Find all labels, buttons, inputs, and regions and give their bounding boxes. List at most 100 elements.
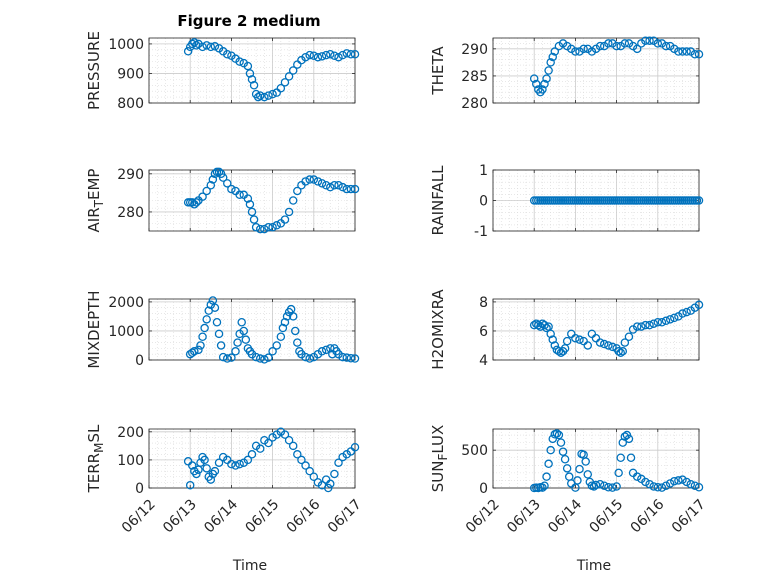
data-point xyxy=(529,74,539,83)
y-tick-label: -1 xyxy=(474,224,488,240)
data-point xyxy=(614,468,623,478)
data-point xyxy=(608,483,617,492)
data-point xyxy=(342,184,352,194)
data-point xyxy=(595,41,605,51)
data-point xyxy=(620,39,630,48)
data-point xyxy=(188,39,197,49)
data-point xyxy=(595,479,605,489)
data-point xyxy=(235,190,244,200)
data-point xyxy=(599,481,609,490)
data-point xyxy=(249,215,259,224)
data-point xyxy=(214,458,224,467)
x-axis-label-left: Time xyxy=(232,558,268,574)
x-tick-label: 06/15 xyxy=(587,496,627,536)
data-point xyxy=(202,41,211,50)
data-point xyxy=(301,52,310,62)
data-point xyxy=(529,320,539,330)
data-point xyxy=(317,347,327,356)
data-point xyxy=(272,341,281,350)
data-point xyxy=(546,329,555,339)
data-point xyxy=(637,322,646,331)
y-axis-label: THETA xyxy=(429,46,447,96)
data-point xyxy=(532,79,541,89)
data-point xyxy=(247,207,257,217)
data-point xyxy=(309,472,319,482)
y-tick-label: 100 xyxy=(117,453,144,469)
data-point xyxy=(223,50,232,59)
data-point xyxy=(546,445,555,455)
data-point xyxy=(550,47,560,56)
data-point xyxy=(670,476,679,486)
data-point xyxy=(334,52,343,62)
data-point xyxy=(190,347,199,356)
y-axis-label-rest: LUX xyxy=(429,425,447,454)
y-axis-label-sub: T xyxy=(92,199,106,208)
data-point xyxy=(317,52,327,61)
data-point xyxy=(218,173,228,182)
data-point xyxy=(216,341,226,350)
data-point xyxy=(210,169,220,179)
data-point xyxy=(264,353,273,362)
data-point xyxy=(280,430,290,439)
data-point xyxy=(548,52,557,62)
y-axis-label-main: AIR xyxy=(85,207,103,232)
data-point xyxy=(194,345,203,355)
data-point xyxy=(245,200,255,209)
data-point xyxy=(284,207,294,217)
y-tick-label: 6 xyxy=(479,324,488,340)
data-point xyxy=(208,175,218,184)
data-point xyxy=(694,50,704,59)
subplot-6: 4 6 8 H2OMIXRA xyxy=(429,289,704,370)
x-tick-label: 06/13 xyxy=(160,496,200,536)
axes-box xyxy=(148,169,356,232)
data-point xyxy=(330,469,339,479)
data-point xyxy=(313,177,323,186)
data-point xyxy=(243,61,253,71)
y-axis-label: SUNFLUX xyxy=(429,425,450,493)
data-point xyxy=(678,475,687,484)
data-point xyxy=(210,42,220,51)
data-point xyxy=(276,332,286,342)
data-point xyxy=(235,459,244,469)
data-point xyxy=(330,51,339,60)
y-tick-label: 1 xyxy=(479,163,488,179)
data-point xyxy=(272,221,281,230)
data-point xyxy=(338,50,347,60)
subplot-1: 800 900 1000 PRESSURE xyxy=(85,31,360,112)
data-point xyxy=(206,475,216,484)
data-point xyxy=(309,175,319,184)
y-axis-label: MIXDEPTH xyxy=(85,290,103,368)
data-point xyxy=(293,186,302,196)
data-point xyxy=(653,317,663,327)
data-point xyxy=(670,313,679,323)
x-tick-label: 06/14 xyxy=(545,496,585,536)
data-point xyxy=(255,224,265,234)
data-point xyxy=(183,47,193,56)
data-point xyxy=(243,194,253,203)
y-tick-label: 900 xyxy=(117,66,144,82)
y-tick-label: 8 xyxy=(479,295,488,311)
data-point xyxy=(206,180,216,190)
data-point xyxy=(649,319,658,328)
data-point xyxy=(544,459,553,469)
data-point xyxy=(264,91,273,100)
data-point xyxy=(268,222,277,232)
data-point xyxy=(346,354,356,363)
data-point xyxy=(575,335,584,344)
data-point xyxy=(350,443,360,452)
data-point xyxy=(227,353,236,362)
data-point xyxy=(538,85,547,94)
data-point xyxy=(674,476,683,485)
data-point xyxy=(544,66,553,75)
axes-box xyxy=(148,298,356,361)
data-point xyxy=(665,479,675,488)
data-point xyxy=(604,482,613,492)
data-point xyxy=(682,477,691,487)
data-point xyxy=(301,352,310,362)
data-point xyxy=(599,339,609,349)
data-point xyxy=(562,464,572,473)
data-point xyxy=(573,476,582,485)
data-point xyxy=(550,341,560,350)
y-axis-label: H2OMIXRA xyxy=(429,289,447,370)
data-point xyxy=(632,322,642,331)
